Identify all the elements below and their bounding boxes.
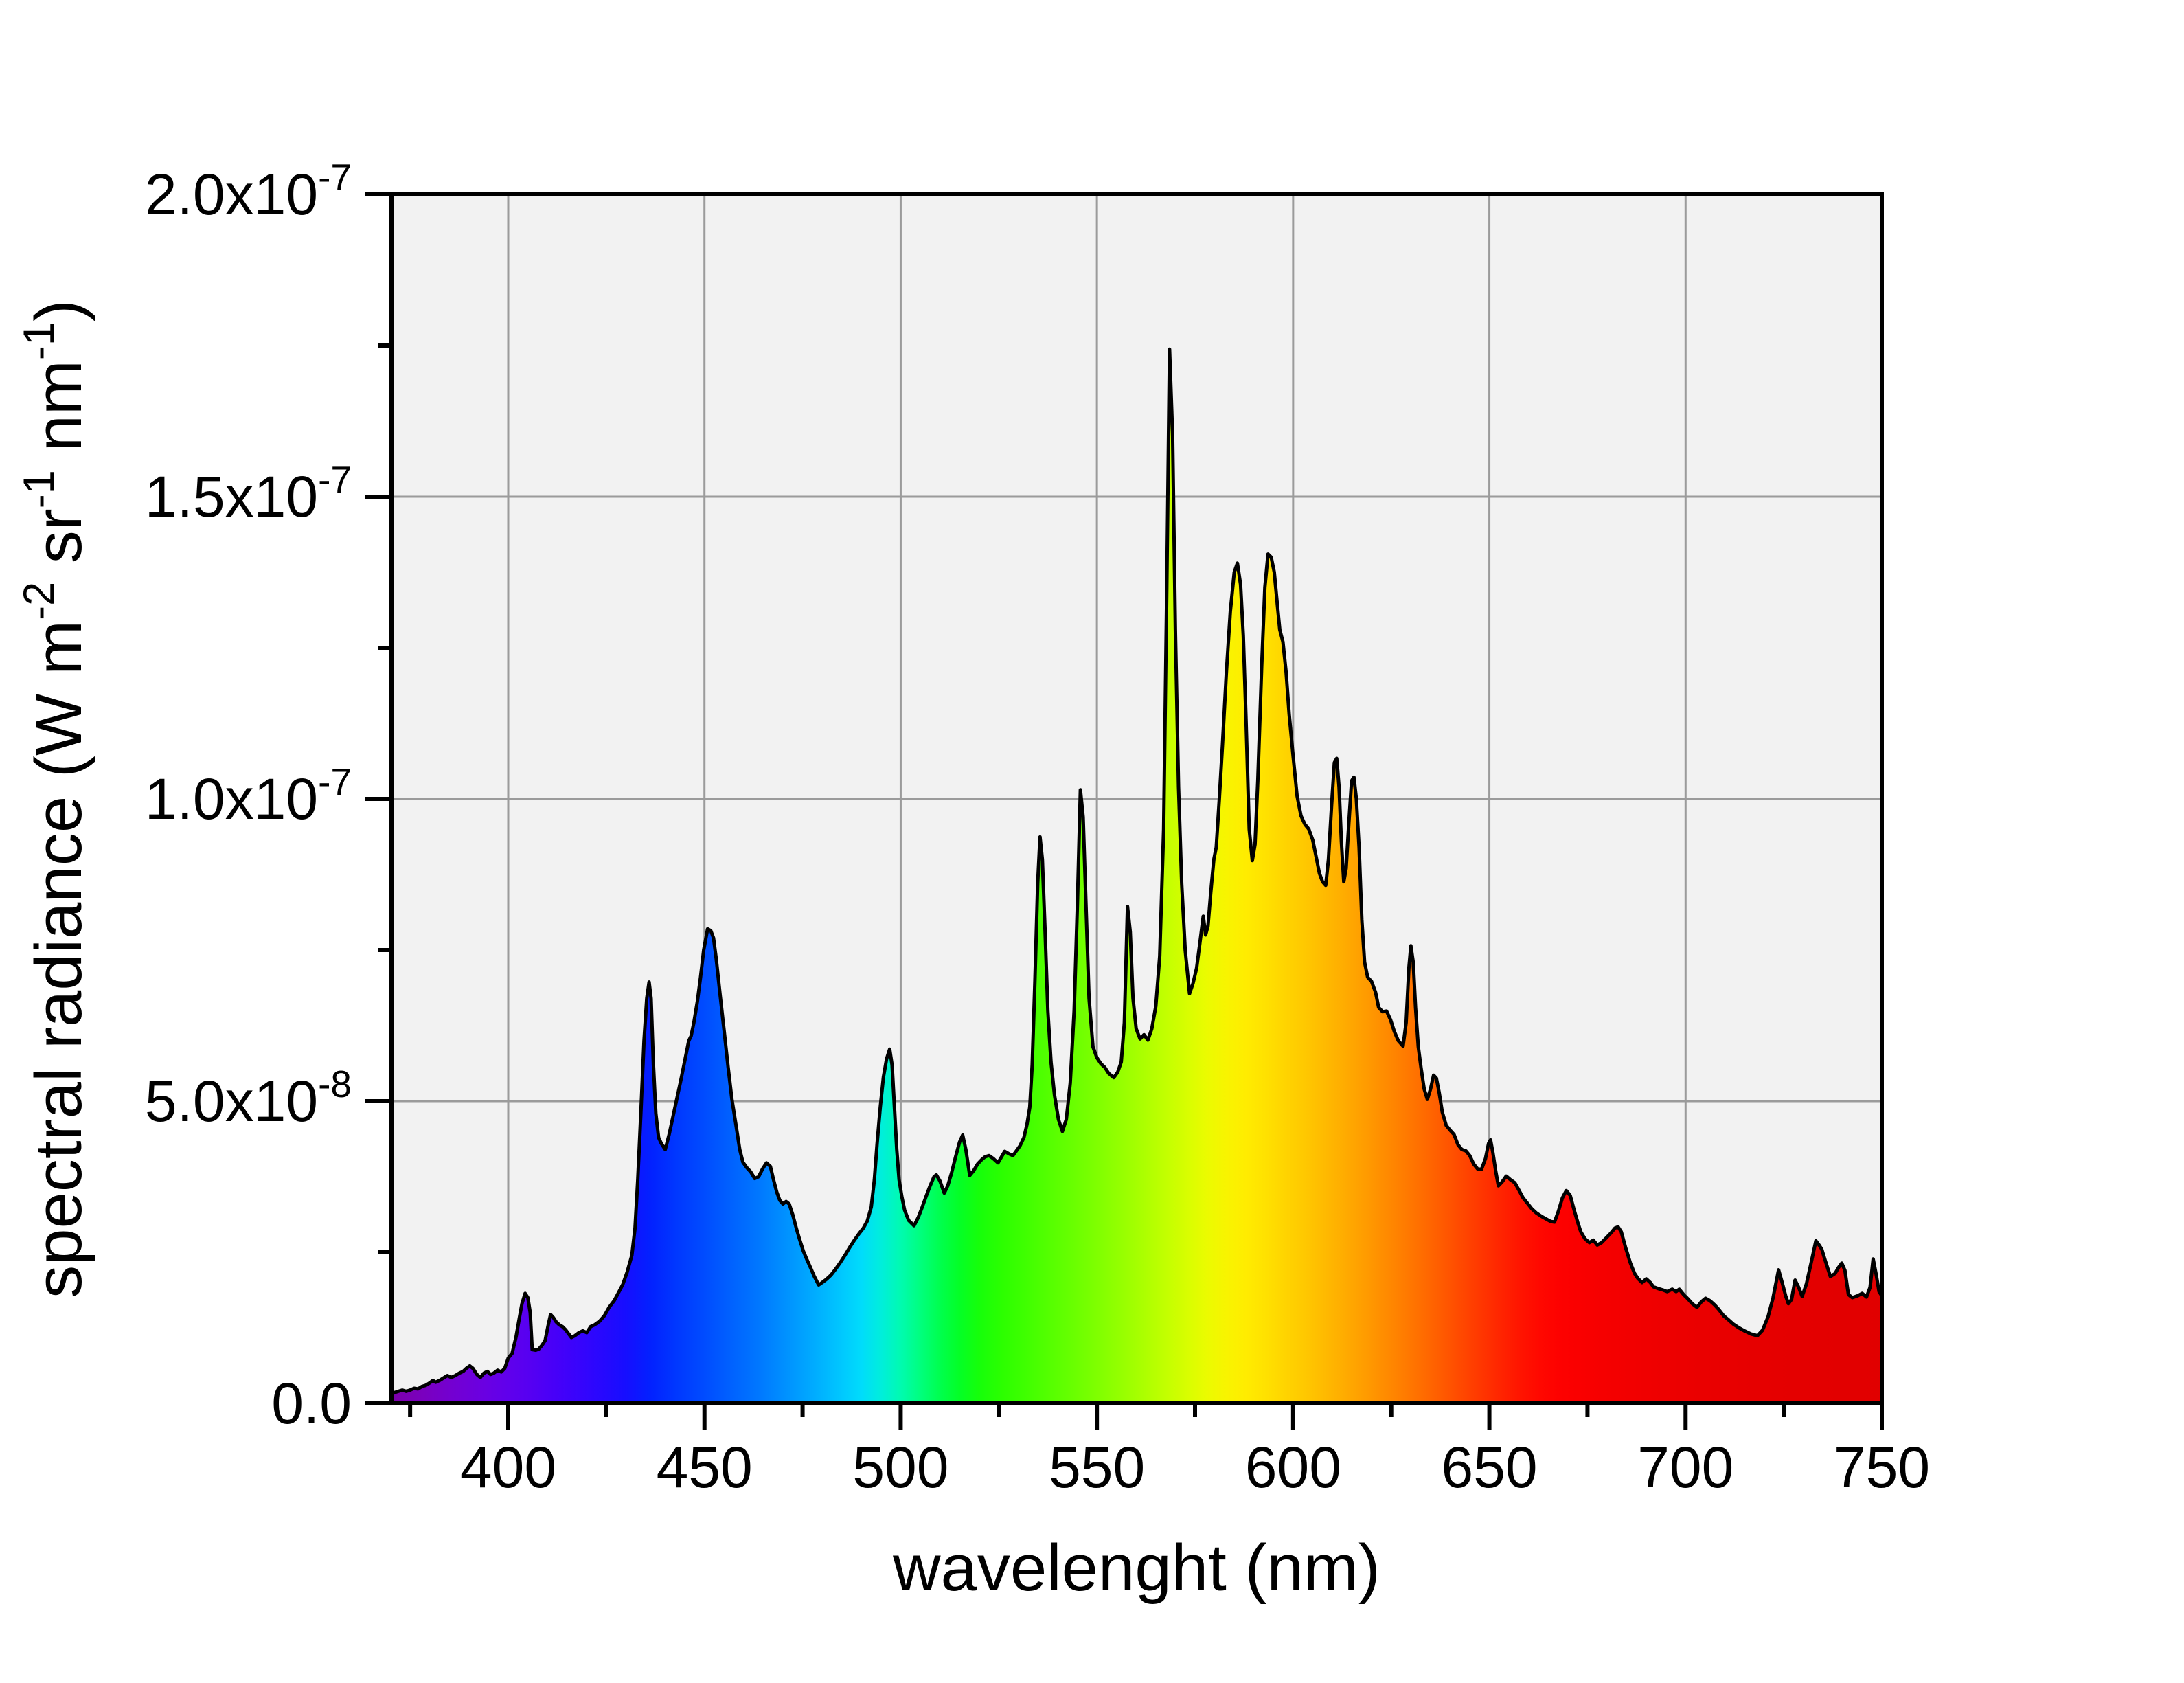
x-tick-labels: 400 450 500 550 600 650 700 750 xyxy=(460,1435,1930,1500)
spectrum-area xyxy=(391,349,1882,1403)
x-axis-title: wavelenght (nm) xyxy=(892,1531,1380,1605)
x-tick-label: 700 xyxy=(1637,1435,1733,1500)
y-tick-labels: 0.0 5.0x10-8 1.0x10-7 1.5x10-7 2.0x10-7 xyxy=(145,156,352,1436)
x-tick-label: 500 xyxy=(852,1435,948,1500)
y-tick-label: 1.0x10-7 xyxy=(145,760,352,831)
x-tick-label: 550 xyxy=(1049,1435,1145,1500)
y-tick-label: 1.5x10-7 xyxy=(145,458,352,529)
x-tick-label: 650 xyxy=(1441,1435,1537,1500)
x-tick-label: 750 xyxy=(1834,1435,1930,1500)
x-tick-label: 600 xyxy=(1245,1435,1341,1500)
x-tick-label: 450 xyxy=(657,1435,753,1500)
y-tick-label: 5.0x10-8 xyxy=(145,1063,352,1133)
x-tick-label: 400 xyxy=(460,1435,556,1500)
axis-ticks xyxy=(365,192,1884,1430)
y-axis-title: spectral radiance (W m-2 sr-1 nm-1) xyxy=(15,300,95,1298)
spectrum-line xyxy=(389,347,1884,1397)
y-tick-label: 0.0 xyxy=(271,1371,352,1436)
y-tick-label: 2.0x10-7 xyxy=(145,156,352,227)
